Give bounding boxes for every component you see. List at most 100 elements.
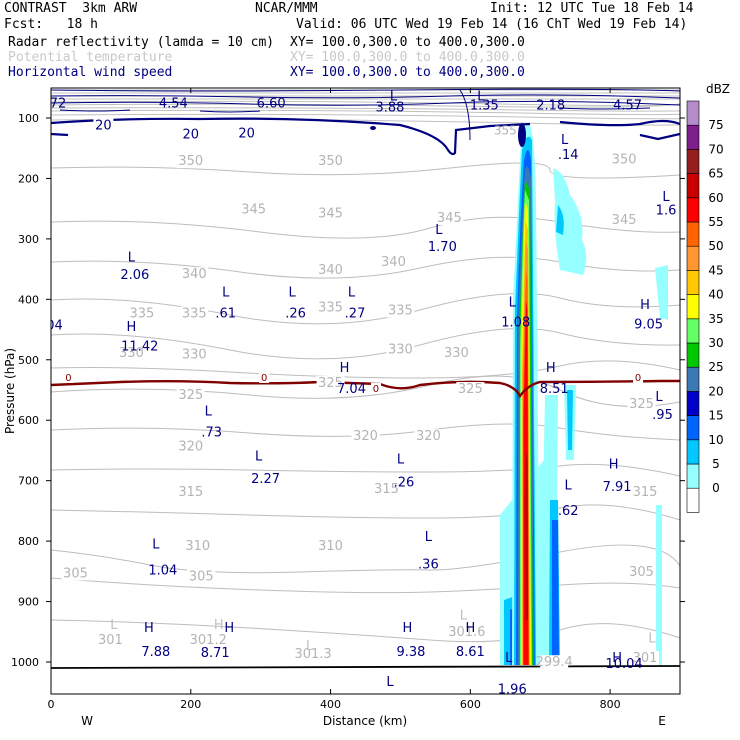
wind-extremum-marker: L [565, 479, 573, 494]
theta-label-bg [540, 655, 569, 670]
wind-speed-value: 72 [50, 97, 67, 112]
colorbar-swatch [686, 197, 700, 223]
wind-speed-value: 9.38 [396, 645, 425, 660]
theta-contour-label: 330 [119, 346, 144, 361]
theta-contour-label: 340 [381, 255, 406, 270]
colorbar-level-label: 15 [708, 409, 723, 423]
theta-contour-label: 345 [437, 211, 462, 226]
theta-label-bg [299, 646, 328, 661]
wind-extremum-marker: H [403, 621, 413, 636]
theta-contour-label: 325 [629, 397, 654, 412]
wind-extremum-marker: L [128, 250, 136, 265]
wind-speed-value: 1.35 [470, 99, 499, 114]
theta-contour-label: 335 [182, 306, 207, 321]
colorbar-level-label: 20 [708, 384, 723, 398]
x-tick-label: 600 [460, 698, 481, 711]
wind-extremum-marker: L [662, 190, 670, 205]
wind-speed-contours [51, 88, 680, 141]
theta-extremum-marker: H [214, 618, 224, 633]
colorbar-swatch [686, 149, 700, 174]
wind-extremum-marker: H [224, 621, 234, 636]
theta-contour-label: 330 [182, 348, 207, 363]
theta-contour-label: 350 [318, 154, 343, 169]
reflectivity-shading [500, 124, 668, 665]
colorbar-level-label: 50 [708, 239, 723, 253]
wind-contour-label-bg [180, 127, 201, 141]
colorbar-swatch [686, 366, 700, 392]
colorbar-swatch [686, 463, 700, 489]
zero-contour-label: 0 [261, 373, 267, 384]
y-axis-label: Pressure (hPa) [3, 348, 17, 434]
wind-speed-value: 3.88 [375, 100, 404, 115]
y-tick-label: 400 [18, 293, 39, 306]
wind-speed-value: 4.44 [379, 698, 408, 713]
theta-contour-label: 301 [98, 633, 123, 648]
colorbar-swatch [686, 245, 700, 271]
wind-extremum-marker: H [340, 361, 350, 376]
theta-label-bg [194, 632, 223, 647]
wind-speed-value: 4.57 [613, 99, 642, 114]
wind-speed-value: 2.18 [536, 99, 565, 114]
theta-label-bg [414, 429, 443, 444]
wind-speed-value: 8.71 [201, 646, 230, 661]
theta-contour-label: 335 [388, 303, 413, 318]
wind-speed-value: .14 [558, 148, 579, 163]
theta-extremum-marker: L [648, 632, 656, 647]
theta-label-bg [372, 481, 401, 496]
theta-label-bg [180, 306, 209, 321]
theta-label-bg [386, 342, 415, 357]
theta-label-bg [187, 569, 216, 584]
y-tick-label: 600 [18, 414, 39, 427]
field-label-theta: Potential temperature [8, 50, 173, 65]
theta-contour-label: 301.3 [294, 647, 331, 662]
theta-label-bg [456, 382, 485, 397]
colorbar-level-label: 65 [708, 167, 723, 181]
theta-label-bg [627, 565, 656, 580]
wind-extremum-marker: H [612, 651, 622, 666]
colorbar-swatch [686, 221, 700, 247]
theta-label-bg [180, 347, 209, 362]
theta-label-bg [176, 484, 205, 499]
colorbar-swatch [686, 439, 700, 465]
wind-speed-value: 4.54 [159, 97, 188, 112]
theta-label-bg [631, 651, 660, 665]
x-tick-label: 400 [320, 698, 341, 711]
theta-contour-label: 301.2 [190, 633, 227, 648]
colorbar-swatch [686, 487, 700, 513]
zero-label-bg [370, 382, 381, 394]
wind-speed-value: 11.42 [121, 340, 158, 355]
theta-contour-label: 325 [178, 388, 203, 403]
wind-extremum-marker: L [477, 89, 485, 104]
theta-label-bg [442, 345, 471, 360]
theta-label-bg [351, 429, 380, 444]
theta-label-bg [61, 566, 90, 581]
wind-extremum-marker: H [144, 621, 154, 636]
wind-extremum-marker: L [509, 296, 517, 311]
zero-contour-label: 0 [65, 373, 71, 384]
wind-speed-value: 1.08 [501, 316, 530, 331]
x-tick-label: 0 [48, 698, 55, 711]
colorbar-level-label: 10 [708, 433, 723, 447]
theta-contour-label: 345 [318, 207, 343, 222]
colorbar-level-label: 55 [708, 215, 723, 229]
zero-label-bg [63, 371, 74, 383]
theta-extremum-marker: L [110, 618, 118, 633]
contour-labels: 350 350 350 345 345 345 345 340 340 340 335 335 335 3… [50, 89, 676, 713]
wind-20-contour [51, 117, 680, 156]
surface-line [51, 665, 680, 669]
center-label: NCAR/MMM [255, 1, 318, 16]
theta-contour-label: 305 [629, 565, 654, 580]
colorbar-level-label: 45 [708, 263, 723, 277]
zero-contour-label: 0 [373, 384, 379, 395]
field-label-wind: Horizontal wind speed [8, 65, 173, 80]
wind-extremum-marker: L [288, 285, 296, 300]
field-xy-wind: XY= 100.0,300.0 to 400.0,300.0 [290, 65, 525, 80]
wind-speed-value: 6.60 [257, 97, 286, 112]
wind-extremum-marker: H [640, 298, 650, 313]
theta-contour-label: 320 [178, 439, 203, 454]
wind-contour-label-bg [236, 126, 257, 140]
field-label-reflectivity: Radar reflectivity (lamda = 10 cm) [8, 35, 275, 50]
wind-speed-value: .73 [201, 426, 222, 441]
theta-label-bg [379, 255, 408, 270]
